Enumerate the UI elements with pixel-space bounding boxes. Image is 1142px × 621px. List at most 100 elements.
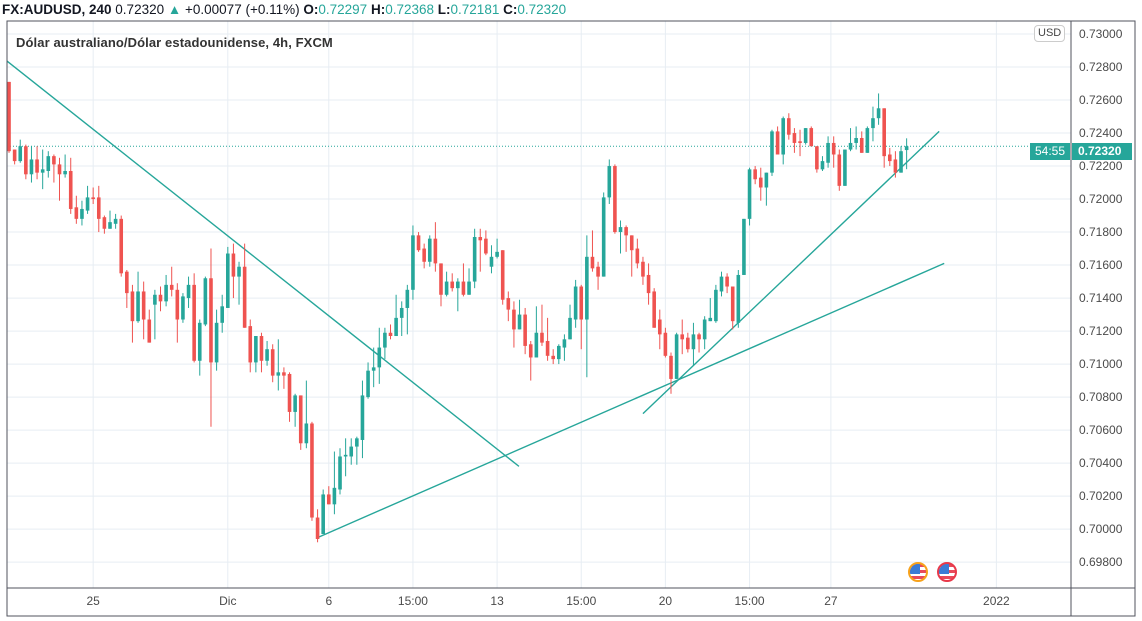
candle bbox=[29, 146, 34, 183]
price-axis[interactable]: 0.73000 0.72800 0.72600 0.72400 0.72200 0.720… bbox=[1079, 27, 1123, 569]
us-flag-icon[interactable] bbox=[908, 562, 928, 582]
candle bbox=[427, 235, 432, 267]
candle bbox=[528, 340, 533, 381]
candle-body bbox=[523, 314, 527, 346]
candle-body bbox=[730, 286, 735, 322]
candle-body bbox=[102, 217, 107, 229]
candle bbox=[355, 436, 359, 465]
time-axis[interactable]: 25 Dic 6 15:00 13 15:00 20 15:00 27 2022 bbox=[86, 594, 1010, 608]
open-value: 0.72297 bbox=[318, 2, 368, 17]
candle-body bbox=[35, 159, 39, 173]
low-label: L: bbox=[437, 2, 451, 17]
candle bbox=[820, 156, 825, 172]
candle bbox=[596, 261, 600, 290]
candle-body bbox=[472, 237, 477, 282]
candle bbox=[641, 256, 645, 285]
candle bbox=[197, 319, 202, 376]
candle bbox=[590, 230, 595, 272]
candle bbox=[254, 336, 258, 373]
symbol-label[interactable]: FX:AUDUSD, 240 bbox=[2, 2, 112, 17]
candle-body bbox=[893, 159, 898, 173]
candle bbox=[871, 106, 875, 142]
candle-body bbox=[265, 349, 269, 361]
candle bbox=[657, 309, 662, 350]
candle-body bbox=[478, 237, 483, 241]
us-flag-icon[interactable] bbox=[937, 562, 957, 582]
symbol-header: FX:AUDUSD, 240 0.72320 ▲ +0.00077 (+0.11… bbox=[2, 2, 566, 17]
candle bbox=[686, 332, 690, 353]
open-label: O: bbox=[303, 2, 319, 17]
candle-body bbox=[489, 256, 494, 267]
candle bbox=[478, 228, 483, 272]
candle-body bbox=[377, 347, 382, 368]
candle bbox=[214, 309, 219, 371]
candle-body bbox=[691, 334, 696, 350]
candle bbox=[551, 349, 555, 365]
trendlines[interactable] bbox=[6, 60, 945, 538]
trendline[interactable] bbox=[642, 130, 940, 415]
candle bbox=[489, 245, 494, 274]
candle-body bbox=[349, 446, 354, 457]
candle bbox=[646, 263, 651, 305]
candle bbox=[568, 304, 572, 340]
candle bbox=[618, 220, 623, 254]
candle-body bbox=[254, 336, 258, 363]
candle bbox=[141, 281, 146, 340]
candle-body bbox=[803, 128, 808, 143]
candle bbox=[242, 243, 247, 328]
candle-body bbox=[781, 118, 786, 155]
candle bbox=[422, 243, 426, 269]
candle-body bbox=[259, 336, 264, 361]
candle-body bbox=[68, 171, 73, 209]
candle bbox=[753, 166, 757, 185]
candle-body bbox=[270, 349, 275, 376]
candle bbox=[573, 279, 578, 328]
time-tick-label: 15:00 bbox=[735, 594, 765, 608]
candle bbox=[276, 339, 281, 391]
candle-body bbox=[24, 146, 28, 175]
candle-body bbox=[96, 197, 101, 219]
candle bbox=[714, 284, 718, 323]
candle bbox=[125, 270, 129, 308]
candle-body bbox=[714, 289, 718, 322]
candle-body bbox=[624, 227, 628, 236]
candle bbox=[601, 192, 606, 277]
candle bbox=[512, 301, 516, 348]
candle-body bbox=[332, 487, 337, 505]
candle bbox=[523, 307, 527, 355]
price-tick-label: 0.72400 bbox=[1079, 126, 1123, 140]
candle bbox=[775, 126, 780, 155]
candle bbox=[102, 215, 107, 234]
candle-body bbox=[181, 296, 185, 320]
candle bbox=[35, 146, 39, 180]
time-tick-label: 13 bbox=[490, 594, 504, 608]
candle bbox=[231, 243, 236, 299]
candle-body bbox=[276, 372, 281, 376]
trendline[interactable] bbox=[317, 262, 945, 538]
candle bbox=[787, 113, 791, 140]
candle-body bbox=[467, 281, 471, 295]
price-tick-label: 0.72000 bbox=[1079, 192, 1123, 206]
currency-badge[interactable]: USD bbox=[1034, 25, 1066, 42]
candle bbox=[607, 159, 612, 205]
candle bbox=[545, 317, 550, 361]
candle-body bbox=[702, 319, 707, 340]
candle bbox=[394, 294, 398, 337]
candle bbox=[40, 149, 45, 190]
price-tick-label: 0.72600 bbox=[1079, 93, 1123, 107]
candle-body bbox=[837, 154, 842, 186]
trendline[interactable] bbox=[6, 60, 520, 467]
time-tick-label: 27 bbox=[824, 594, 838, 608]
candle-body bbox=[427, 238, 432, 262]
candle bbox=[108, 210, 112, 229]
candle bbox=[293, 393, 297, 427]
candle bbox=[349, 438, 354, 465]
candle bbox=[377, 327, 382, 384]
candle-body bbox=[809, 128, 814, 147]
last-price: 0.72320 bbox=[115, 2, 165, 17]
candle bbox=[383, 327, 387, 360]
candle bbox=[270, 344, 275, 383]
candle bbox=[7, 81, 11, 153]
candle-body bbox=[29, 159, 34, 175]
